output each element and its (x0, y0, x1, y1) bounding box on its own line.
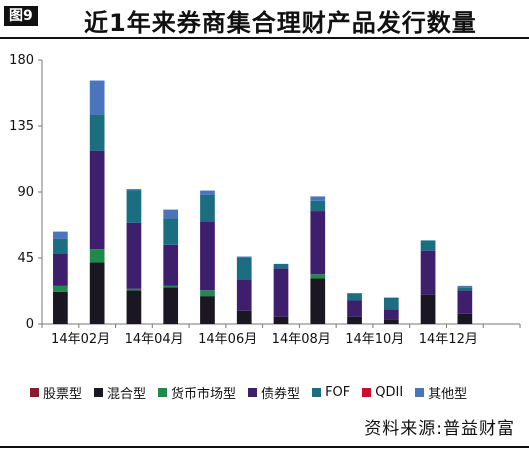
bar-segment (420, 294, 436, 324)
legend-item: 混合型 (94, 383, 146, 402)
x-tick-label: 14年10月 (345, 332, 404, 347)
bar-segment (126, 189, 142, 191)
bar-segment (126, 288, 142, 291)
bar-segment (126, 222, 142, 289)
bar-segment (310, 278, 326, 324)
bar-segment (200, 194, 215, 222)
bar-segment (457, 285, 473, 288)
bar-segment (163, 244, 179, 286)
bar-segment (163, 285, 179, 288)
bar-segment (53, 231, 68, 239)
bar-segment (457, 290, 473, 314)
chart-title: 近1年来券商集合理财产品发行数量 (84, 9, 477, 37)
source-note: 资料来源:普益财富 (364, 419, 515, 439)
x-tick-label: 14年04月 (125, 332, 184, 347)
chart-header: 图9 近1年来券商集合理财产品发行数量 (0, 0, 529, 40)
bar-segment (200, 221, 215, 291)
bar-segment (53, 291, 68, 324)
bar-segment (310, 200, 326, 212)
bar-segment (310, 196, 326, 201)
bar-segment (200, 190, 215, 195)
legend-swatch (248, 388, 258, 397)
bar-segment (236, 280, 252, 311)
legend-label: 货币市场型 (171, 387, 237, 402)
legend-swatch (312, 388, 322, 397)
bar-segment (200, 290, 215, 297)
y-tick-label: 45 (17, 251, 34, 266)
figure-label: 图9 (4, 6, 38, 26)
legend-label: 其他型 (428, 387, 468, 402)
bar-segment (273, 268, 289, 317)
bottom-rule (0, 446, 529, 448)
bar-segment (347, 293, 362, 301)
bar-segment (347, 300, 362, 317)
bar-segment (89, 249, 105, 263)
bar-segment (457, 287, 473, 291)
bar-segment (457, 313, 473, 324)
bar-segment (236, 256, 252, 258)
bar-segment (310, 274, 326, 279)
legend-item: QDII (362, 385, 403, 400)
bar-segment (89, 80, 105, 115)
bar-segment (420, 240, 436, 251)
legend-swatch (94, 388, 104, 397)
legend-item: 股票型 (30, 383, 82, 402)
legend-swatch (415, 388, 425, 397)
y-tick-label: 135 (9, 119, 34, 134)
legend-item: FOF (312, 385, 350, 400)
y-tick-label: 180 (9, 53, 34, 68)
y-tick-label: 0 (26, 317, 34, 332)
legend-label: FOF (325, 385, 351, 400)
x-tick-label: 14年12月 (419, 332, 478, 347)
legend-label: 股票型 (43, 387, 83, 402)
legend-swatch (158, 388, 168, 397)
bar-segment (310, 211, 326, 275)
bar-segment (200, 296, 215, 324)
legend-item: 货币市场型 (158, 383, 236, 402)
bar-segment (236, 310, 252, 324)
legend-item: 债券型 (248, 383, 300, 402)
x-tick-label: 14年08月 (272, 332, 331, 347)
legend-label: 混合型 (107, 387, 147, 402)
chart-legend: 股票型 混合型 货币市场型 债券型 FOF QDII 其他型 (30, 383, 520, 402)
bar-segment (383, 319, 399, 324)
legend-label: 债券型 (261, 387, 301, 402)
bar-segment (89, 114, 105, 151)
bar-segment (420, 250, 436, 295)
bar-segment (273, 316, 289, 324)
bar-segment (163, 287, 179, 324)
bar-segment (273, 263, 289, 269)
bar-segment (383, 309, 399, 320)
bar-segment (236, 258, 252, 280)
legend-swatch (30, 388, 39, 397)
bar-segment (347, 316, 362, 324)
bar-segment (126, 290, 142, 324)
legend-label: QDII (375, 385, 404, 400)
stacked-bar-chart: 0 45 90 135 180 14年02月 14年04月 14年06月 14年08月 14年10… (9, 53, 521, 347)
legend-item: 其他型 (415, 383, 467, 402)
top-rule (0, 37, 529, 39)
bar-segment (53, 253, 68, 286)
bar-segment (89, 150, 105, 250)
bar-segment (53, 285, 68, 292)
bar-segment (126, 190, 142, 223)
legend-swatch (362, 388, 372, 397)
bar-segment (89, 262, 105, 324)
bar-segment (163, 218, 179, 245)
bar-segment (163, 209, 179, 219)
x-tick-label: 14年06月 (198, 332, 257, 347)
bar-segment (53, 238, 68, 254)
y-tick-label: 90 (17, 185, 34, 200)
bar-segment (383, 297, 399, 310)
x-tick-label: 14年02月 (51, 332, 110, 347)
